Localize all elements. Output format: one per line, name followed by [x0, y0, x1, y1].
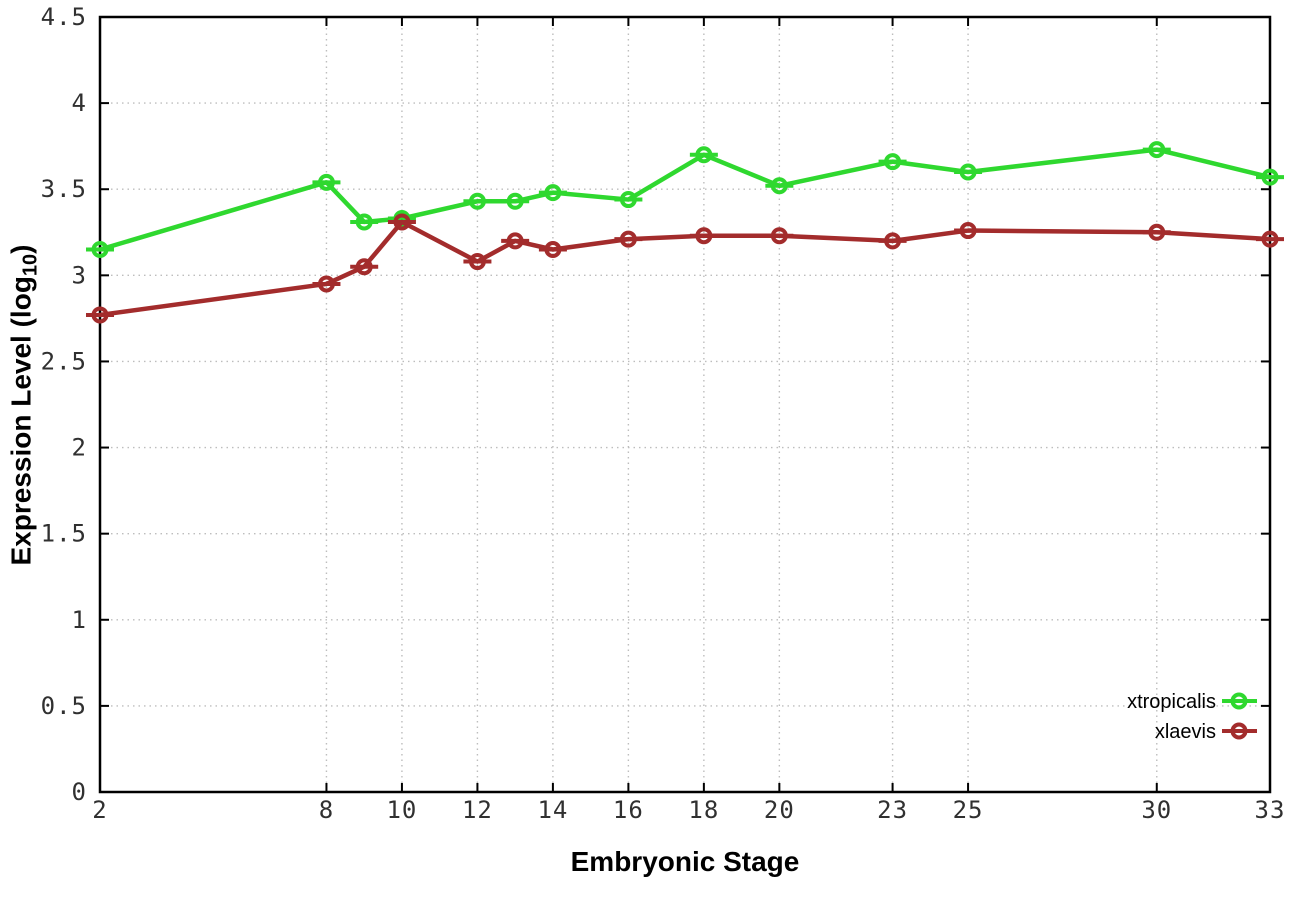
- data-point-marker-xlaevis: [959, 222, 977, 240]
- data-point-marker-xlaevis: [91, 306, 109, 324]
- y-tick-label: 2.5: [41, 347, 87, 375]
- y-tick-label: 1.5: [41, 520, 87, 548]
- data-point-marker-xtropicalis: [959, 163, 977, 181]
- series-line-xlaevis: [97, 219, 1273, 318]
- data-point-marker-xlaevis: [355, 258, 373, 276]
- data-point-marker-xtropicalis: [91, 241, 109, 258]
- data-point-marker-xlaevis: [619, 230, 637, 248]
- data-point-marker-xtropicalis: [355, 213, 373, 231]
- data-point-marker-xtropicalis: [619, 191, 637, 209]
- x-tick-label: 18: [688, 796, 719, 824]
- x-tick-label: 2: [92, 796, 107, 824]
- x-tick-label: 30: [1141, 796, 1172, 824]
- data-point-marker-xlaevis: [884, 232, 902, 250]
- data-point-marker-xtropicalis: [1148, 141, 1166, 159]
- y-tick-label: 4: [72, 89, 87, 117]
- data-point-marker-xlaevis: [544, 241, 562, 258]
- x-tick-label: 33: [1255, 796, 1286, 824]
- data-point-marker-xtropicalis: [544, 184, 562, 202]
- y-tick-label: 0.5: [41, 692, 87, 720]
- data-point-marker-xtropicalis: [695, 146, 713, 164]
- y-tick-label: 2: [72, 434, 87, 462]
- x-tick-label: 14: [537, 796, 568, 824]
- data-point-marker-xlaevis: [695, 227, 713, 245]
- y-tick-label: 3: [72, 261, 87, 289]
- x-tick-label: 25: [953, 796, 984, 824]
- data-point-marker-xlaevis: [770, 227, 788, 245]
- y-tick-label: 1: [72, 606, 87, 634]
- legend-label-xlaevis: xlaevis: [1155, 721, 1216, 743]
- y-tick-label: 4.5: [41, 3, 87, 31]
- y-axis-label-subscript: 10: [19, 253, 42, 277]
- plot-border: [98, 15, 1272, 794]
- legend-marker-icon-xlaevis: [1230, 722, 1248, 740]
- x-tick-label: 10: [386, 796, 417, 824]
- y-axis-label-prefix: Expression Level (log: [5, 276, 37, 566]
- y-axis-label: Expression Level (log10): [6, 245, 43, 566]
- x-tick-label: 16: [613, 796, 644, 824]
- data-point-marker-xlaevis: [468, 253, 486, 271]
- x-tick-label: 8: [319, 796, 334, 824]
- x-tick-label: 23: [877, 796, 908, 824]
- data-point-marker-xtropicalis: [506, 192, 524, 210]
- data-point-marker-xtropicalis: [317, 173, 335, 191]
- data-point-marker-xtropicalis: [884, 153, 902, 171]
- data-point-marker-xtropicalis: [770, 177, 788, 195]
- legend-marker-icon-xtropicalis: [1230, 692, 1248, 710]
- y-tick-label: 3.5: [41, 175, 87, 203]
- y-tick-label: 0: [72, 778, 87, 806]
- data-point-marker-xtropicalis: [1261, 168, 1279, 186]
- data-point-marker-xlaevis: [506, 232, 524, 250]
- legend-label-xtropicalis: xtropicalis: [1127, 691, 1216, 713]
- y-axis-label-suffix: ): [5, 244, 37, 254]
- data-point-marker-xtropicalis: [468, 192, 486, 210]
- data-point-marker-xlaevis: [393, 213, 411, 231]
- data-point-marker-xlaevis: [1261, 230, 1279, 248]
- x-tick-label: 12: [462, 796, 493, 824]
- x-axis-label: Embryonic Stage: [570, 846, 800, 877]
- data-point-marker-xlaevis: [1148, 223, 1166, 241]
- data-point-marker-xlaevis: [317, 275, 335, 293]
- x-tick-label: 20: [764, 796, 795, 824]
